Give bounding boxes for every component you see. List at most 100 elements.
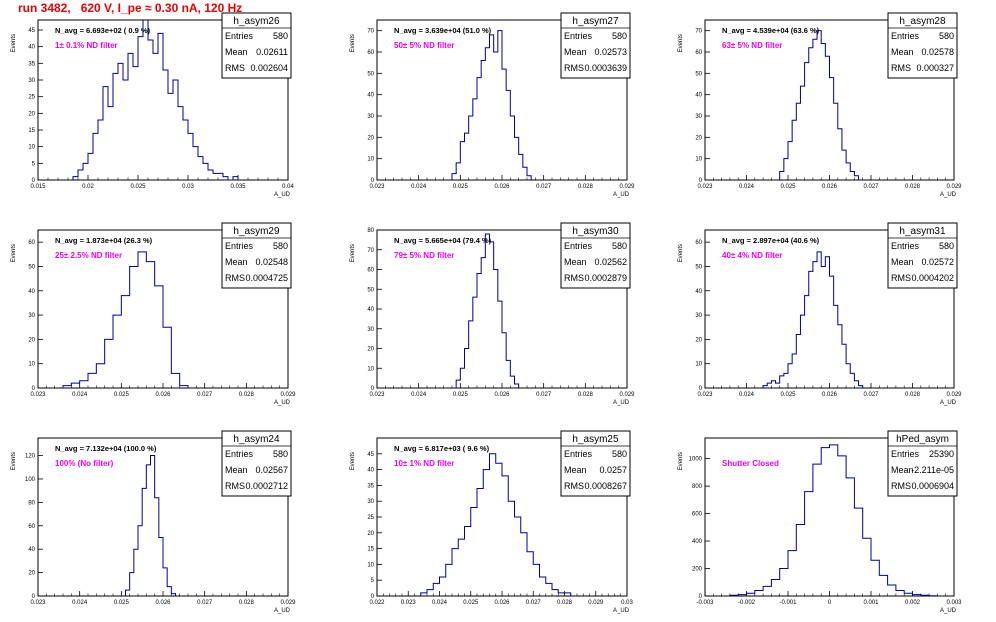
- y-tick-label: 100: [25, 477, 36, 483]
- histogram-name: h_asym27: [572, 16, 619, 27]
- y-tick-label: 0: [32, 594, 36, 600]
- y-axis-label: Events: [11, 34, 17, 52]
- y-tick-label: 40: [367, 468, 374, 474]
- histogram-bars-h_asym26: [72, 20, 239, 180]
- histogram-name: h_asym30: [572, 226, 619, 237]
- stat-label: Entries: [891, 449, 920, 459]
- n-avg-label: N_avg = 6.693e+02 ( 0.9 %): [55, 26, 151, 35]
- stat-value: 0.02562: [594, 257, 627, 267]
- y-tick-label: 60: [367, 268, 374, 274]
- y-tick-label: 80: [28, 500, 35, 506]
- x-tick-label: 0.023: [30, 392, 46, 398]
- x-tick-label: 0.027: [197, 600, 213, 606]
- y-tick-label: 0: [371, 178, 375, 184]
- stat-value: 0.02611: [256, 47, 288, 57]
- x-tick-label: 0.024: [72, 600, 88, 606]
- filter-label: 25± 2.5% ND filter: [55, 251, 122, 260]
- stats-box-frame: [221, 12, 292, 79]
- y-tick-label: 45: [28, 28, 35, 34]
- stat-label: Mean: [564, 465, 587, 475]
- stat-value: 0.000327: [916, 63, 954, 73]
- stat-label: Mean: [564, 47, 587, 57]
- stats-box-frame: [560, 430, 631, 497]
- stat-value: 580: [273, 241, 288, 251]
- x-tick-label: 0.026: [494, 600, 510, 606]
- run-title: run 3482, 620 V, I_pe ≈ 0.30 nA, 120 Hz: [18, 1, 243, 15]
- stats-box: h_asym24 Entries 580 Mean 0.02567 RMS 0.000271…: [221, 430, 292, 497]
- y-tick-label: 20: [695, 337, 702, 343]
- y-tick-label: 20: [695, 135, 702, 141]
- stat-label: RMS: [891, 273, 911, 283]
- stat-value: 580: [273, 449, 288, 459]
- stat-value: 0.0002712: [245, 481, 288, 491]
- x-tick-label: 0.002: [905, 600, 921, 606]
- y-tick-label: 60: [367, 50, 374, 56]
- y-tick-label: 0: [699, 594, 703, 600]
- filter-label: 10± 1% ND filter: [394, 459, 454, 468]
- y-tick-label: 30: [367, 499, 374, 505]
- x-tick-label: -0.003: [696, 600, 714, 606]
- y-tick-label: 45: [367, 452, 374, 458]
- stats-box: h_asym31 Entries 580 Mean 0.02572 RMS 0.000420…: [887, 222, 958, 289]
- y-tick-label: 20: [367, 347, 374, 353]
- stat-value: 580: [939, 31, 954, 41]
- y-tick-label: 35: [367, 483, 374, 489]
- stat-value: 0.0257: [599, 465, 627, 475]
- x-tick-label: 0.023: [30, 600, 46, 606]
- histogram-bars-hPed_asym: [729, 444, 938, 596]
- x-tick-label: 0.025: [463, 600, 479, 606]
- histogram-panel-h_asym28: 0.023 0.024 0.025 0.026 0.027 0.028 0.029 0 10 20…: [678, 12, 962, 198]
- histogram-panel-h_asym26: 0.015 0.02 0.025 0.03 0.035 0.04 0 5 10 15 20 25 30 3…: [11, 12, 294, 198]
- stat-value: 25390: [929, 449, 954, 459]
- stats-box-frame: [887, 12, 958, 79]
- histogram-name: h_asym24: [233, 434, 280, 445]
- x-tick-label: 0.02: [82, 184, 94, 190]
- x-tick-label: 0.026: [155, 600, 171, 606]
- stat-label: RMS: [891, 63, 911, 73]
- stat-value: 0.0006904: [911, 481, 954, 491]
- y-tick-label: 25: [28, 95, 35, 101]
- stat-value: 0.0002879: [584, 273, 627, 283]
- x-axis-label: A_UD: [940, 400, 957, 406]
- x-tick-label: 0.024: [739, 184, 755, 190]
- y-tick-label: 10: [695, 362, 702, 368]
- y-tick-label: 30: [367, 327, 374, 333]
- stat-label: Entries: [564, 449, 593, 459]
- x-tick-label: 0.028: [578, 392, 594, 398]
- x-tick-label: 0.001: [863, 600, 879, 606]
- filter-label: 50± 5% ND filter: [394, 41, 454, 50]
- histogram-panel-h_asym29: 0.023 0.024 0.025 0.026 0.027 0.028 0.029 0 10 20…: [11, 222, 296, 406]
- x-tick-label: 0.029: [280, 600, 296, 606]
- y-tick-label: 70: [367, 29, 374, 35]
- x-tick-label: 0.027: [526, 600, 542, 606]
- stat-label: Entries: [891, 241, 920, 251]
- stat-value: 580: [612, 31, 627, 41]
- stat-value: 0.0004202: [911, 273, 954, 283]
- n-avg-label: N_avg = 2.897e+04 (40.6 %): [722, 236, 820, 245]
- stat-label: Mean: [891, 257, 914, 267]
- x-axis-label: A_UD: [274, 608, 291, 614]
- histogram-bars-h_asym30: [455, 233, 520, 388]
- stats-box-frame: [887, 430, 958, 497]
- stat-label: Entries: [225, 449, 254, 459]
- n-avg-label: N_avg = 7.132e+04 (100.0 %): [55, 444, 157, 453]
- stat-label: RMS: [564, 481, 584, 491]
- stat-label: Entries: [564, 31, 593, 41]
- filter-label: 79± 5% ND filter: [394, 251, 454, 260]
- stat-label: Entries: [891, 31, 920, 41]
- histogram-bars-h_asym31: [762, 251, 864, 388]
- n-avg-label: N_avg = 6.817e+03 ( 9.6 %): [394, 444, 490, 453]
- x-tick-label: 0.026: [155, 392, 171, 398]
- x-axis-label: A_UD: [613, 192, 630, 198]
- x-tick-label: 0.024: [411, 392, 427, 398]
- y-axis-label: Events: [678, 244, 684, 262]
- x-tick-label: 0.029: [619, 184, 635, 190]
- x-tick-label: 0.028: [239, 392, 255, 398]
- y-tick-label: 50: [367, 287, 374, 293]
- y-tick-label: 20: [28, 111, 35, 117]
- y-tick-label: 1000: [689, 457, 703, 463]
- stat-label: RMS: [891, 481, 911, 491]
- stats-box-frame: [560, 222, 631, 289]
- x-tick-label: 0.023: [697, 392, 713, 398]
